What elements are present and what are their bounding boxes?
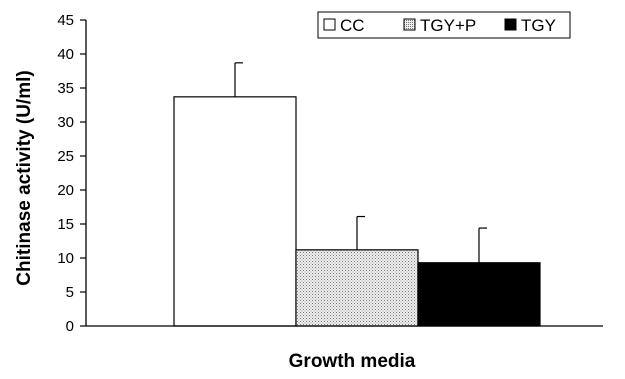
y-axis-title: Chitinase activity (U/ml) xyxy=(14,70,35,285)
legend-swatch xyxy=(403,18,416,31)
error-bar-cc xyxy=(234,62,243,97)
legend-item-tgy: TGY xyxy=(504,16,556,35)
bars xyxy=(173,96,541,327)
legend-label: TGY xyxy=(521,16,556,35)
y-tick-label: 20 xyxy=(57,182,74,199)
legend-label: CC xyxy=(340,16,365,35)
error-bars xyxy=(234,62,487,263)
bar-tgy-p xyxy=(295,249,419,327)
bar-tgy xyxy=(417,262,541,327)
legend-box xyxy=(317,11,571,39)
y-tick-label: 15 xyxy=(57,216,74,233)
bar-cc xyxy=(173,96,297,327)
y-tick-label: 0 xyxy=(66,318,74,335)
y-tick-label: 45 xyxy=(57,12,74,29)
y-tick-label: 5 xyxy=(66,284,74,301)
error-bar-tgy xyxy=(478,227,487,263)
x-axis-title: Growth media xyxy=(289,351,416,372)
y-tick-label: 25 xyxy=(57,148,74,165)
legend: CC TGY+P TGY xyxy=(317,11,571,39)
y-axis-ticks: 0 5 10 15 20 25 30 35 40 45 xyxy=(57,12,86,335)
y-tick-label: 10 xyxy=(57,250,74,267)
legend-swatch xyxy=(323,18,336,31)
legend-item-tgy-p: TGY+P xyxy=(403,16,476,35)
y-tick-label: 40 xyxy=(57,46,74,63)
legend-swatch xyxy=(504,18,517,31)
y-tick-label: 30 xyxy=(57,114,74,131)
error-bar-tgy-p xyxy=(356,215,365,250)
y-tick-label: 35 xyxy=(57,80,74,97)
legend-label: TGY+P xyxy=(420,16,476,35)
legend-item-cc: CC xyxy=(323,16,365,35)
